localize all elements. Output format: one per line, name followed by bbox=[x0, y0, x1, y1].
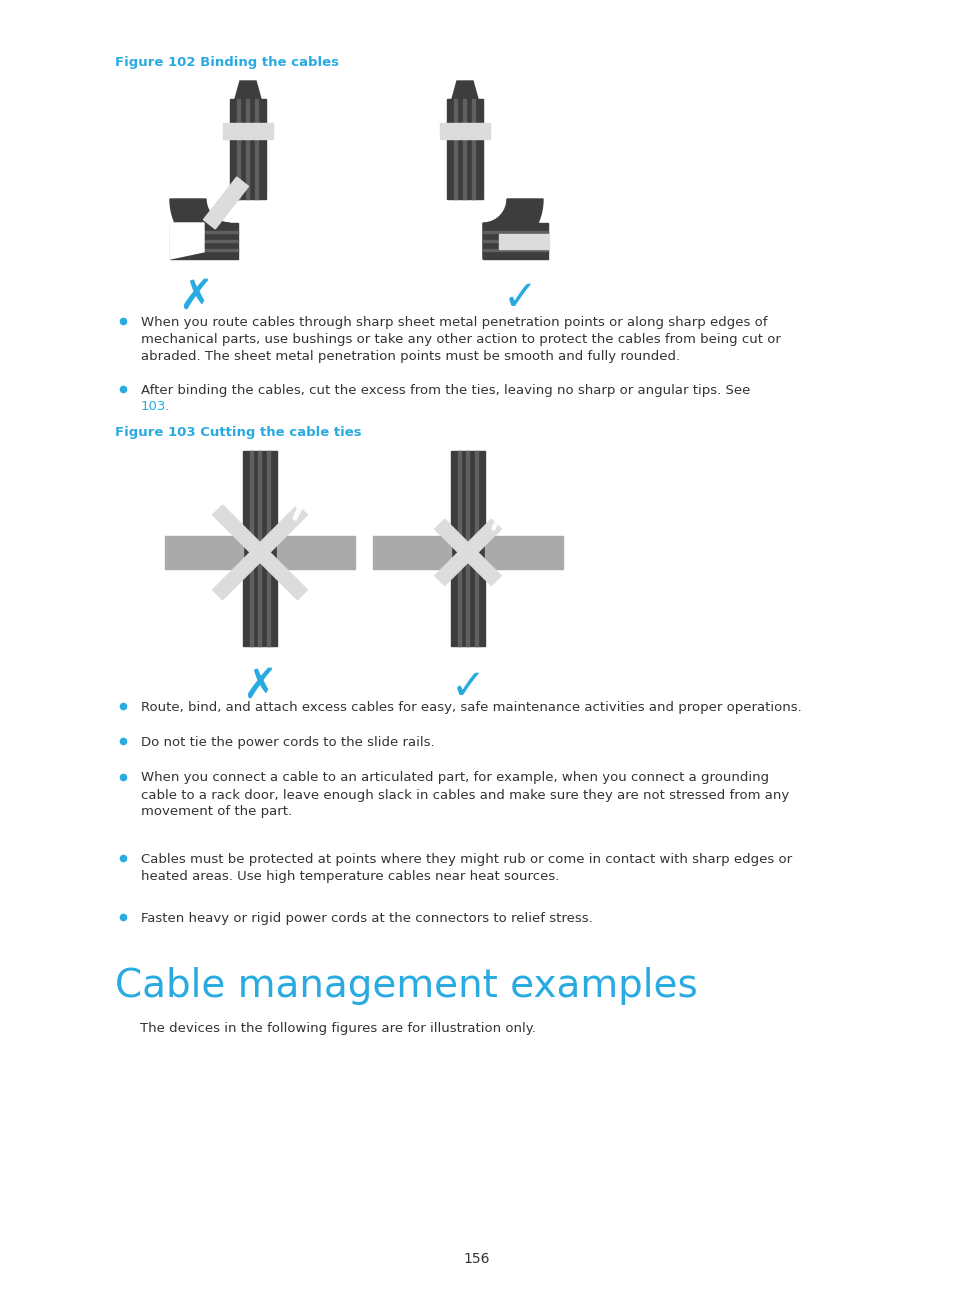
Bar bbox=[170, 231, 237, 233]
Polygon shape bbox=[170, 223, 204, 259]
Bar bbox=[475, 451, 477, 645]
Polygon shape bbox=[495, 512, 502, 524]
Text: 156: 156 bbox=[463, 1252, 490, 1266]
Text: ✓: ✓ bbox=[502, 277, 537, 319]
Bar bbox=[439, 123, 490, 139]
Bar bbox=[267, 451, 270, 645]
Polygon shape bbox=[492, 516, 500, 530]
Bar bbox=[484, 537, 562, 569]
Polygon shape bbox=[234, 80, 261, 98]
Bar bbox=[170, 249, 237, 251]
Bar bbox=[435, 520, 500, 586]
Bar bbox=[276, 537, 355, 569]
Text: The devices in the following figures are for illustration only.: The devices in the following figures are… bbox=[140, 1023, 536, 1036]
Bar bbox=[213, 505, 307, 600]
Bar bbox=[246, 98, 250, 200]
Bar bbox=[466, 451, 469, 645]
Bar bbox=[170, 240, 237, 242]
Text: ✗: ✗ bbox=[242, 666, 277, 708]
Bar bbox=[170, 223, 237, 259]
Bar bbox=[237, 98, 240, 200]
Text: ✗: ✗ bbox=[178, 277, 213, 319]
Bar bbox=[258, 451, 261, 645]
Polygon shape bbox=[295, 499, 307, 511]
Text: When you connect a cable to an articulated part, for example, when you connect a: When you connect a cable to an articulat… bbox=[141, 771, 788, 819]
Text: 103.: 103. bbox=[141, 399, 171, 412]
Text: Route, bind, and attach excess cables for easy, safe maintenance activities and : Route, bind, and attach excess cables fo… bbox=[141, 701, 801, 714]
Bar bbox=[373, 537, 451, 569]
Bar bbox=[457, 451, 460, 645]
Bar bbox=[482, 223, 547, 259]
Text: Fasten heavy or rigid power cords at the connectors to relief stress.: Fasten heavy or rigid power cords at the… bbox=[141, 912, 592, 925]
Text: When you route cables through sharp sheet metal penetration points or along shar: When you route cables through sharp shee… bbox=[141, 316, 781, 363]
Polygon shape bbox=[452, 80, 477, 98]
Bar bbox=[482, 240, 547, 242]
Bar bbox=[482, 249, 547, 251]
Bar bbox=[230, 98, 266, 200]
Bar bbox=[243, 451, 276, 645]
Text: After binding the cables, cut the excess from the ties, leaving no sharp or angu: After binding the cables, cut the excess… bbox=[141, 384, 754, 397]
Bar bbox=[454, 98, 457, 200]
Text: Figure 103 Cutting the cable ties: Figure 103 Cutting the cable ties bbox=[115, 426, 361, 439]
Text: ✓: ✓ bbox=[450, 666, 485, 708]
Bar bbox=[451, 451, 484, 645]
Bar bbox=[472, 98, 475, 200]
Polygon shape bbox=[482, 200, 542, 259]
Bar bbox=[203, 178, 249, 229]
Bar bbox=[463, 98, 466, 200]
Bar bbox=[213, 505, 307, 600]
Polygon shape bbox=[170, 200, 230, 259]
Bar bbox=[498, 233, 548, 249]
Text: Cables must be protected at points where they might rub or come in contact with : Cables must be protected at points where… bbox=[141, 853, 791, 884]
Bar bbox=[482, 231, 547, 233]
Text: Do not tie the power cords to the slide rails.: Do not tie the power cords to the slide … bbox=[141, 736, 435, 749]
Bar bbox=[435, 520, 500, 586]
Bar bbox=[165, 537, 243, 569]
Bar bbox=[223, 123, 273, 139]
Polygon shape bbox=[293, 503, 304, 521]
Bar bbox=[447, 98, 482, 200]
Bar bbox=[250, 451, 253, 645]
Text: Figure 102 Binding the cables: Figure 102 Binding the cables bbox=[115, 56, 338, 69]
Text: Cable management examples: Cable management examples bbox=[115, 967, 697, 1004]
Bar bbox=[255, 98, 258, 200]
